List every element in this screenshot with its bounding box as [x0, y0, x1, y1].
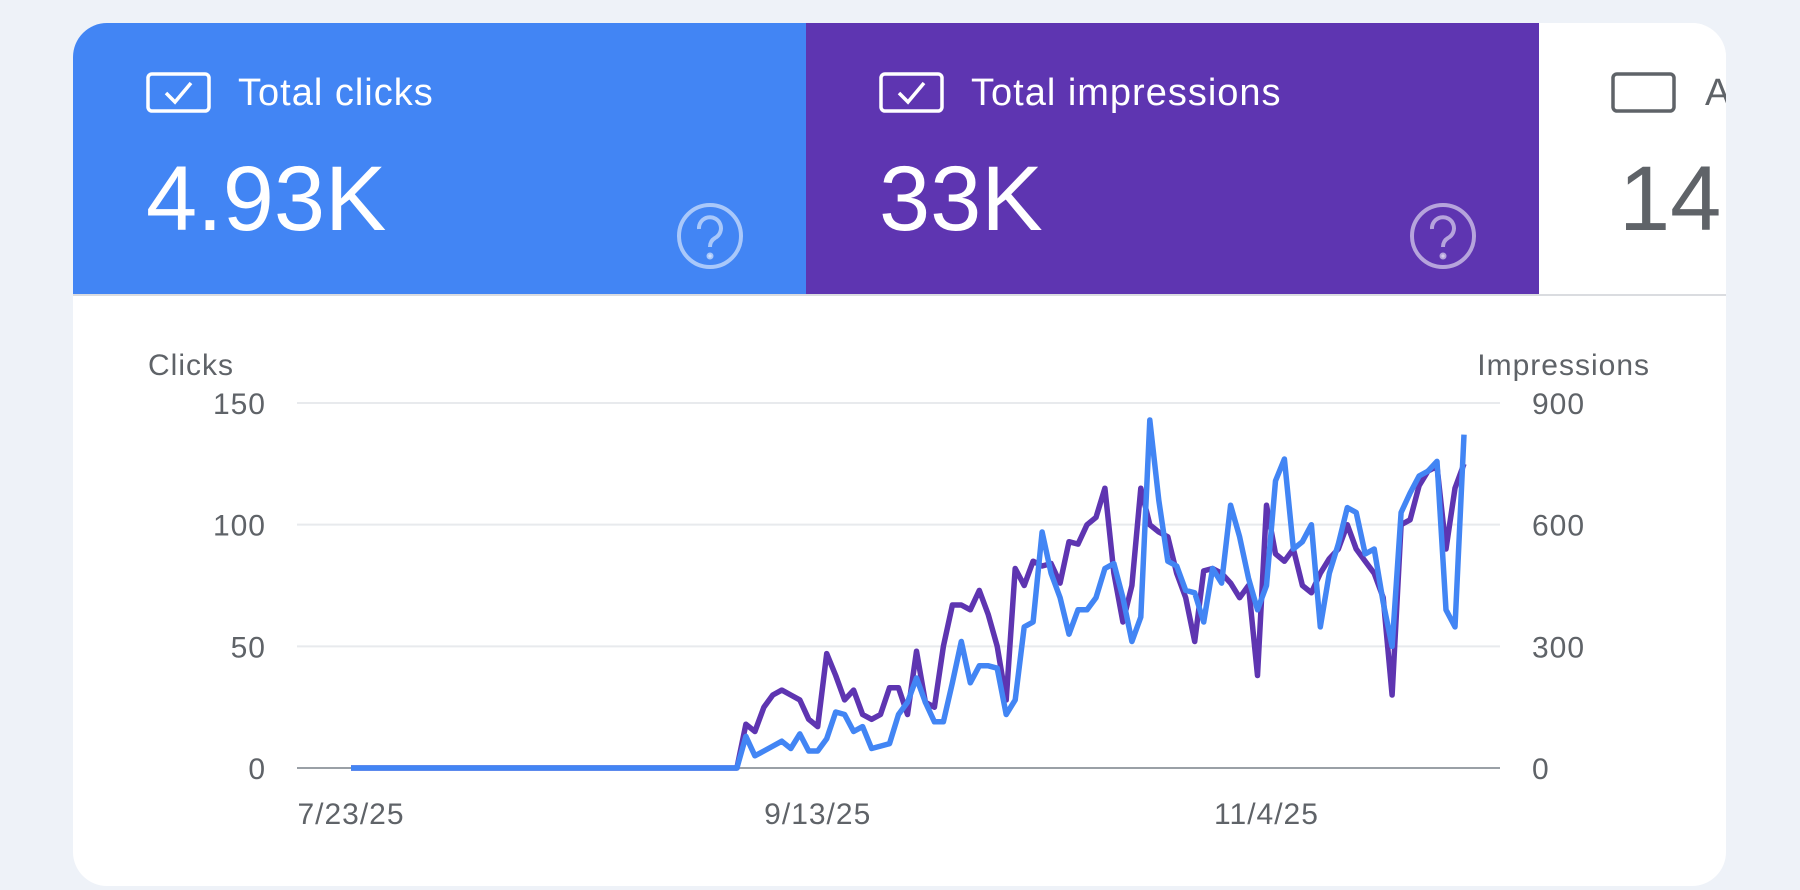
- y-tick-label: 50: [231, 631, 266, 664]
- y-axis-title: Clicks: [148, 349, 234, 382]
- series-line: [351, 462, 1467, 771]
- x-tick-label: 9/13/25: [764, 798, 871, 831]
- checkmark: [897, 81, 926, 105]
- chart: Total clicks 4.93K Total impressions 33K…: [73, 23, 1726, 831]
- x-tick-label: 11/4/25: [1214, 798, 1319, 831]
- y2-tick-label: 300: [1532, 631, 1585, 664]
- tile-label: A: [1705, 72, 1726, 114]
- y2-tick-label: 0: [1532, 753, 1550, 786]
- y2-tick-label: 600: [1532, 510, 1585, 543]
- y2-axis-title: Impressions: [1477, 349, 1650, 382]
- help-icon[interactable]: [677, 203, 743, 269]
- tile-value: 33K: [879, 148, 1043, 250]
- y2-tick-label: 900: [1532, 388, 1585, 421]
- y-tick-label: 0: [248, 753, 266, 786]
- x-tick-label: 7/23/25: [297, 798, 404, 831]
- checkbox[interactable]: [1611, 72, 1676, 113]
- checkbox[interactable]: [146, 72, 211, 113]
- checkmark: [164, 81, 193, 105]
- performance-card: Total clicks 4.93K Total impressions 33K…: [73, 23, 1726, 886]
- tile-label: Total impressions: [971, 72, 1282, 114]
- y-tick-label: 100: [213, 510, 266, 543]
- y-tick-label: 150: [213, 388, 266, 421]
- help-icon[interactable]: [1410, 203, 1476, 269]
- tile-label: Total clicks: [238, 72, 434, 114]
- tile-value: 4.93K: [146, 148, 386, 250]
- checkbox[interactable]: [879, 72, 944, 113]
- tile-value: 14: [1619, 148, 1721, 250]
- series-line: [351, 417, 1467, 771]
- third-tile[interactable]: [1539, 23, 1726, 295]
